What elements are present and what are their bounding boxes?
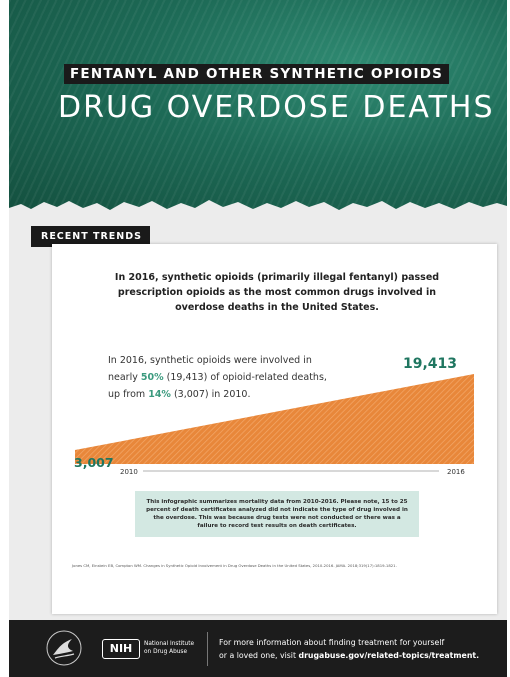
hhs-eagle-logo-icon (46, 630, 82, 666)
torn-edge (9, 200, 507, 230)
footer-line-1: For more information about finding treat… (219, 638, 445, 647)
nih-name-line-2: on Drug Abuse (144, 649, 188, 655)
stat-mid: (19,413) of opioid-related deaths, up fr… (108, 372, 327, 400)
nih-institute-name: National Institute on Drug Abuse (144, 640, 194, 656)
stat-pct-2016: 50% (140, 372, 164, 383)
treatment-link[interactable]: drugabuse.gov/related-topics/treatment. (298, 651, 480, 660)
footer-divider (207, 632, 208, 666)
texture (9, 0, 507, 215)
stat-prefix: In 2016, synthetic opioids were involved… (108, 355, 312, 383)
area-chart (74, 373, 475, 472)
methodology-note: This infographic summarizes mortality da… (135, 491, 419, 537)
infographic-card: FENTANYL AND OTHER SYNTHETIC OPIOIDS DRU… (9, 0, 507, 677)
citation: Jones CM, Einstein EB, Compton WM. Chang… (72, 563, 397, 568)
lead-text: In 2016, synthetic opioids (primarily il… (114, 272, 440, 313)
stat-text: In 2016, synthetic opioids were involved… (108, 352, 333, 403)
page-title: DRUG OVERDOSE DEATHS (58, 90, 495, 125)
kicker: FENTANYL AND OTHER SYNTHETIC OPIOIDS (64, 64, 450, 84)
data-label-2010: 3,007 (74, 455, 114, 470)
nih-name-line-1: National Institute (144, 641, 195, 647)
section-label: RECENT TRENDS (31, 226, 150, 247)
nih-logo: NIH (102, 639, 140, 659)
header-banner: FENTANYL AND OTHER SYNTHETIC OPIOIDS DRU… (9, 0, 507, 215)
stat-pct-2010: 14% (148, 389, 171, 400)
data-label-2016: 19,413 (402, 356, 457, 372)
content-paper: In 2016, synthetic opioids (primarily il… (52, 244, 497, 614)
x-tick-2016: 2016 (447, 468, 465, 476)
stat-suffix: (3,007) in 2010. (170, 389, 251, 400)
footer-line-2-prefix: or a loved one, visit (219, 651, 299, 660)
footer-text: For more information about finding treat… (219, 636, 507, 662)
footer-line-2: or a loved one, visit drugabuse.gov/rela… (219, 649, 507, 662)
x-tick-2010: 2010 (120, 468, 138, 476)
footer: NIH National Institute on Drug Abuse For… (9, 620, 507, 677)
area-series (75, 374, 474, 464)
